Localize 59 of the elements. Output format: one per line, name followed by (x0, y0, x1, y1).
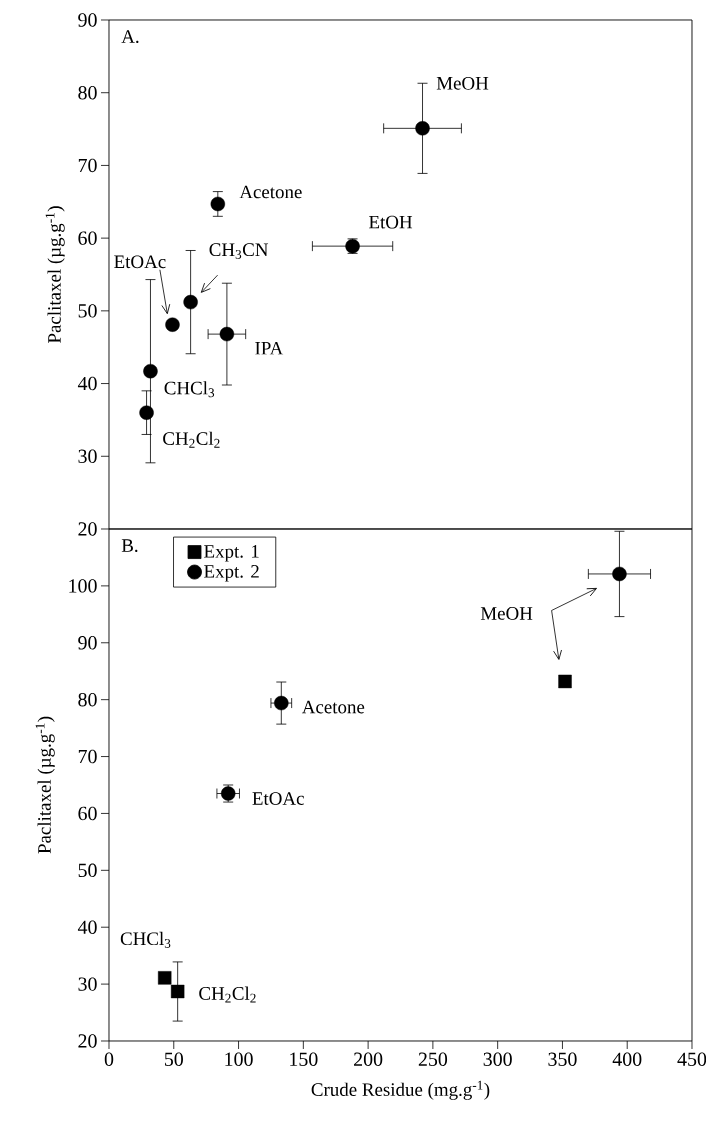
annotation: Acetone (301, 700, 365, 714)
y-tick-label: 70 (78, 749, 97, 764)
x-tick-label: 300 (483, 1052, 512, 1066)
annotation: EtOAc (114, 255, 166, 269)
x-tick-label: 400 (612, 1052, 642, 1066)
chart-title: B. (121, 539, 138, 552)
point (143, 364, 158, 379)
point (274, 695, 289, 711)
annotation: IPA (255, 341, 284, 355)
chart-title: A. (121, 30, 139, 44)
annotation: CHCl$_{3}$ (164, 381, 215, 398)
y-tick-label: 40 (77, 376, 97, 391)
point (219, 326, 235, 342)
x-tick-label: 450 (677, 1052, 706, 1066)
y-tick-label: 70 (78, 158, 97, 173)
y-tick-label: 50 (78, 304, 97, 318)
legend-label: Expt. 2 (204, 565, 259, 582)
y-tick-label: 30 (78, 977, 97, 991)
point (558, 674, 572, 689)
annotation: CH$_{3}$CN (209, 243, 269, 259)
y-tick-label: 50 (78, 863, 97, 878)
x-axis-title: Crude Residue (mg.g$^{-1}$) (311, 1080, 490, 1100)
y-tick-label: 30 (78, 449, 97, 463)
point (170, 984, 185, 999)
y-tick-label: 80 (78, 692, 97, 707)
y-tick-label: 60 (78, 231, 97, 245)
y-tick-label: 90 (78, 636, 97, 650)
point (415, 121, 430, 136)
x-tick-label: 250 (418, 1052, 448, 1066)
point (612, 566, 627, 582)
x-tick-label: 200 (354, 1052, 383, 1066)
annotation: EtOH (369, 215, 413, 229)
x-tick-label: 0 (104, 1052, 114, 1066)
x-tick-label: 50 (164, 1052, 183, 1066)
annotation: CH$_{2}$Cl$_{2}$ (199, 986, 256, 1003)
point (183, 294, 198, 310)
y-axis-title: Paclitaxel (µg.g$^{-1}$) (45, 206, 65, 343)
y-tick-label: 100 (69, 579, 97, 593)
x-tick-label: 100 (225, 1052, 253, 1066)
y-tick-label: 20 (78, 522, 97, 536)
point (165, 317, 180, 332)
annotation: MeOH (480, 607, 533, 620)
point (210, 196, 226, 212)
y-tick-label: 40 (77, 920, 97, 934)
x-tick-label: 150 (290, 1052, 318, 1066)
point (139, 405, 154, 420)
y-tick-label: 80 (78, 85, 97, 100)
x-tick-label: 350 (548, 1052, 577, 1066)
annotation: CHCl$_{3}$ (120, 931, 171, 948)
y-tick-label: 20 (78, 1034, 97, 1048)
y-axis-title: Paclitaxel (µg.g$^{-1}$) (35, 716, 55, 854)
y-tick-label: 90 (78, 13, 97, 27)
y-tick-label: 60 (78, 806, 97, 821)
annotation: CH$_{2}$Cl$_{2}$ (163, 431, 220, 448)
annotation: MeOH (436, 76, 489, 90)
annotation: Acetone (239, 185, 302, 199)
point (158, 971, 172, 985)
annotation: EtOAc (252, 792, 304, 805)
legend-label: Expt. 1 (204, 545, 259, 562)
